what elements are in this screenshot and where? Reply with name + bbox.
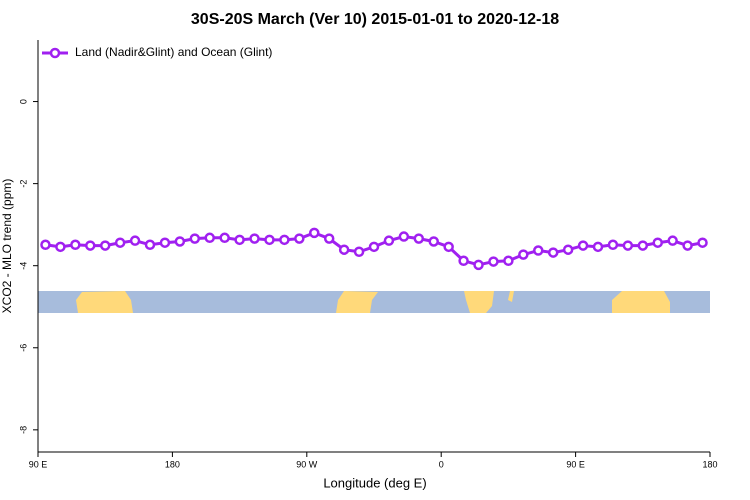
point	[503, 255, 514, 267]
legend-label: Land (Nadir&Glint) and Ocean (Glint)	[75, 45, 272, 59]
point	[607, 239, 619, 251]
chart-title: 30S-20S March (Ver 10) 2015-01-01 to 202…	[191, 11, 559, 28]
point	[577, 240, 589, 251]
point	[533, 245, 544, 256]
point	[70, 239, 81, 251]
y-tick-label: 0	[18, 99, 28, 104]
point	[488, 256, 499, 267]
x-tick-label: 90 W	[296, 459, 318, 469]
point	[204, 232, 215, 244]
point	[682, 240, 693, 251]
x-tick-label: 180	[702, 459, 717, 469]
point	[652, 237, 663, 248]
point	[189, 233, 201, 244]
point	[637, 240, 649, 251]
point	[622, 240, 634, 251]
land	[508, 291, 514, 302]
point	[55, 241, 66, 253]
point	[473, 259, 484, 271]
x-tick-label: 0	[439, 459, 444, 469]
point	[219, 232, 230, 244]
point	[279, 234, 290, 246]
point	[323, 233, 335, 244]
point	[562, 244, 574, 255]
point	[458, 255, 469, 267]
x-tick-label: 90 E	[29, 459, 48, 469]
point	[518, 249, 529, 260]
land	[464, 291, 494, 313]
point	[129, 235, 141, 246]
y-tick-label: -6	[18, 344, 28, 352]
point	[667, 235, 678, 246]
point	[234, 234, 245, 246]
land-ocean-band	[38, 291, 710, 313]
ocean	[38, 291, 710, 313]
x-axis-label: Longitude (deg E)	[323, 475, 426, 490]
point	[174, 236, 186, 247]
point	[697, 237, 708, 248]
point	[383, 235, 395, 246]
point	[85, 240, 96, 251]
point	[398, 231, 410, 242]
y-axis-label: XCO2 - MLO trend (ppm)	[0, 179, 14, 314]
point	[309, 227, 320, 239]
point	[294, 233, 305, 244]
y-tick-label: -4	[18, 262, 28, 270]
y-tick-label: -8	[18, 426, 28, 434]
point	[159, 237, 171, 248]
point	[264, 234, 275, 246]
point	[114, 237, 126, 248]
land	[612, 291, 670, 313]
point	[547, 247, 559, 258]
x-tick-label: 90 E	[566, 459, 585, 469]
point	[368, 241, 380, 253]
land	[76, 291, 133, 313]
point	[40, 239, 51, 251]
point	[353, 246, 365, 257]
land	[336, 291, 378, 313]
x-tick-label: 180	[165, 459, 180, 469]
point	[592, 241, 604, 253]
point	[144, 239, 156, 251]
point	[443, 241, 454, 253]
y-tick-label: -2	[18, 180, 28, 188]
point	[99, 240, 111, 251]
point	[338, 244, 350, 255]
legend-marker	[49, 47, 61, 59]
point	[249, 233, 260, 244]
point	[413, 233, 425, 244]
point	[428, 236, 439, 247]
